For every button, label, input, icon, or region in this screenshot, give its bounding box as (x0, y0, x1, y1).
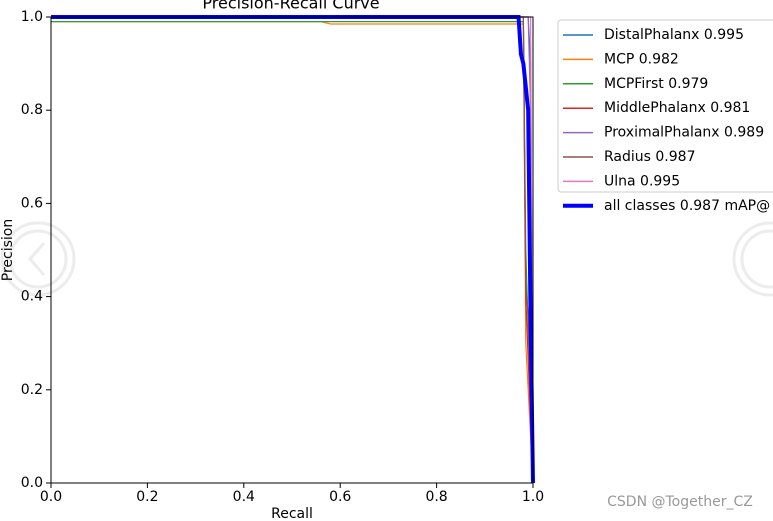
legend-label: all classes 0.987 mAP@ (604, 198, 770, 214)
y-tick-label: 0.8 (21, 102, 43, 118)
legend-label: MCP 0.982 (604, 51, 679, 67)
y-tick-label: 0.6 (21, 195, 43, 211)
y-tick-label: 0.2 (21, 382, 43, 398)
legend-label: Ulna 0.995 (604, 173, 680, 189)
pr-curve (51, 15, 535, 484)
legend-label: Radius 0.987 (604, 149, 695, 165)
x-tick-label: 0.6 (329, 489, 351, 505)
watermark: CSDN @Together_CZ (607, 494, 753, 510)
y-tick-label: 0.4 (21, 289, 43, 305)
y-tick-label: 0.0 (21, 475, 43, 491)
legend-label: DistalPhalanx 0.995 (604, 27, 744, 43)
y-axis-label: Precision (0, 219, 16, 281)
x-tick-label: 0.8 (425, 489, 447, 505)
legend-label: ProximalPhalanx 0.989 (604, 125, 764, 141)
pr-curve (51, 21, 534, 484)
pr-curve (51, 16, 534, 484)
pr-curve (51, 21, 534, 484)
chart-title: Precision-Recall Curve (202, 0, 379, 13)
nav-prev[interactable] (0, 221, 76, 297)
x-tick-label: 0.0 (40, 489, 62, 505)
pr-curve (51, 16, 534, 484)
nav-next[interactable] (732, 221, 773, 297)
pr-curve (51, 16, 534, 484)
plot-frame (50, 16, 534, 484)
legend-label: MCPFirst 0.979 (604, 76, 708, 92)
y-tick-label: 1.0 (21, 9, 43, 25)
x-tick-label: 0.4 (233, 489, 255, 505)
legend-label: MiddlePhalanx 0.981 (604, 100, 750, 116)
pr-curve (51, 16, 534, 484)
x-tick-label: 1.0 (522, 489, 544, 505)
x-axis-label: Recall (271, 506, 313, 521)
x-tick-label: 0.2 (136, 489, 158, 505)
legend-box (557, 19, 773, 193)
pr-curve (51, 16, 534, 484)
